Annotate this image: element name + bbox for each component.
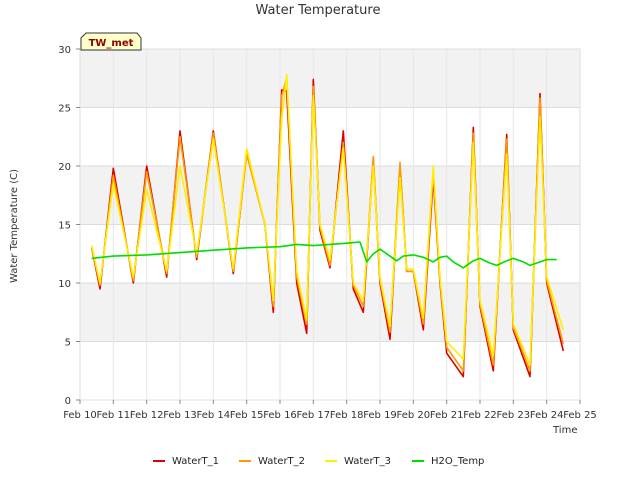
legend-label: WaterT_2 (258, 456, 305, 467)
plot-background (80, 49, 580, 400)
x-tick-label: Feb 18 (330, 410, 364, 421)
x-tick-label: Feb 23 (497, 410, 531, 421)
x-tick-label: Feb 21 (430, 410, 464, 421)
x-tick-label: Feb 19 (363, 410, 397, 421)
legend-label: WaterT_1 (172, 456, 219, 467)
plot-band (80, 166, 580, 225)
site-label-box: TW_met (80, 32, 142, 51)
series-line-watert-2 (90, 77, 565, 372)
x-tick-label: Feb 20 (397, 410, 431, 421)
x-tick-label: Feb 13 (163, 410, 197, 421)
y-tick-label: 30 (58, 45, 71, 56)
plot-band (80, 283, 580, 342)
plot-band (80, 49, 580, 108)
x-axis-ticks: Feb 10 Feb 11 Feb 12 Feb 13 Feb 14 Feb 15 Feb … (63, 400, 597, 421)
x-tick-label: Feb 15 (230, 410, 264, 421)
y-axis-title: Water Temperature (C) (9, 169, 20, 283)
y-axis-ticks: 0 5 10 15 20 25 30 (58, 45, 80, 407)
y-tick-label: 20 (58, 162, 71, 173)
legend-label: WaterT_3 (344, 456, 391, 467)
x-tick-label: Feb 10 (63, 410, 97, 421)
legend-label: H2O_Temp (431, 456, 484, 467)
legend: WaterT_1 WaterT_2 WaterT_3 H2O_Temp (153, 456, 484, 467)
x-axis-title: Time (552, 425, 577, 436)
x-tick-label: Feb 25 (563, 410, 597, 421)
series-lines (90, 73, 565, 378)
x-tick-label: Feb 24 (530, 410, 564, 421)
y-tick-label: 0 (65, 396, 71, 407)
site-label-badge (80, 32, 142, 51)
y-tick-label: 25 (58, 104, 71, 115)
y-tick-label: 15 (58, 221, 71, 232)
y-tick-label: 10 (58, 279, 71, 290)
series-line-h2o-temp (91, 241, 557, 269)
chart-title: Water Temperature (256, 3, 381, 18)
x-tick-label: Feb 17 (297, 410, 331, 421)
site-label: TW_met (89, 38, 134, 49)
x-tick-label: Feb 16 (263, 410, 297, 421)
y-tick-label: 5 (65, 338, 71, 349)
x-tick-label: Feb 12 (130, 410, 164, 421)
plot-band (80, 107, 580, 166)
x-tick-label: Feb 11 (97, 410, 131, 421)
series-line-watert-3 (90, 73, 565, 366)
x-tick-label: Feb 14 (197, 410, 231, 421)
x-tick-label: Feb 22 (463, 410, 497, 421)
plot-band (80, 341, 580, 400)
